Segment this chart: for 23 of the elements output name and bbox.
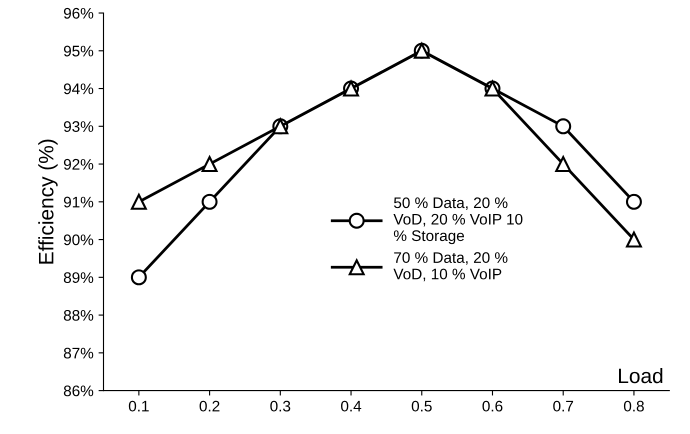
x-tick-label: 0.3 <box>270 400 290 412</box>
y-tick-label: 90% <box>64 234 94 246</box>
x-tick-label: 0.7 <box>553 400 574 412</box>
y-tick-label: 96% <box>64 8 94 19</box>
y-tick-label: 86% <box>64 385 94 396</box>
legend-label: 50 % Data, 20 % VoD, 20 % VoIP 10 % Storage <box>393 197 522 244</box>
x-tick-label: 0.8 <box>624 400 644 412</box>
y-tick-label: 93% <box>64 121 94 132</box>
y-tick-label: 89% <box>64 272 94 284</box>
x-tick-label: 0.5 <box>412 400 432 412</box>
x-tick-label: 0.4 <box>341 400 362 412</box>
y-tick-label: 91% <box>64 196 94 208</box>
y-tick-label: 94% <box>64 83 94 94</box>
x-axis-title: Load <box>619 368 662 384</box>
y-tick-label: 92% <box>64 158 94 170</box>
y-tick-label: 95% <box>64 46 94 56</box>
y-tick-label: 88% <box>64 310 94 321</box>
y-axis-title: Efficiency (%) <box>38 140 58 264</box>
legend-label: 70 % Data, 20 % VoD, 10 % VoIP <box>393 252 508 282</box>
x-tick-label: 0.2 <box>200 400 220 412</box>
x-tick-label: 0.1 <box>128 400 149 412</box>
x-tick-label: 0.6 <box>482 400 502 412</box>
y-tick-label: 87% <box>64 348 94 359</box>
